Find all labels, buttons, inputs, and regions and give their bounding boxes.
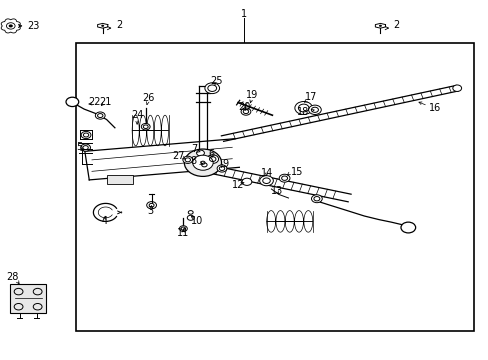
Text: 18: 18 [296, 107, 308, 117]
Circle shape [184, 149, 221, 176]
Circle shape [14, 303, 23, 310]
Text: 4: 4 [102, 216, 107, 226]
Circle shape [241, 108, 250, 115]
Circle shape [452, 85, 461, 91]
Circle shape [242, 178, 251, 185]
Circle shape [197, 159, 208, 167]
Circle shape [179, 226, 187, 231]
Circle shape [183, 156, 192, 163]
Bar [10, 284, 46, 313]
Circle shape [308, 105, 321, 114]
Text: 11: 11 [177, 228, 189, 238]
Circle shape [217, 165, 226, 172]
Bar [106, 175, 133, 184]
Text: 3: 3 [147, 206, 153, 216]
Text: 6: 6 [208, 149, 214, 159]
Circle shape [81, 144, 90, 151]
Circle shape [206, 155, 218, 163]
Text: 9: 9 [222, 159, 227, 169]
Circle shape [81, 131, 91, 139]
Circle shape [199, 161, 209, 168]
Circle shape [95, 112, 105, 119]
Text: 5: 5 [77, 142, 82, 152]
Circle shape [14, 288, 23, 295]
Circle shape [188, 211, 193, 214]
Circle shape [33, 303, 42, 310]
Text: 17: 17 [304, 92, 317, 102]
Text: 2: 2 [393, 20, 399, 30]
Circle shape [400, 222, 415, 233]
Circle shape [259, 176, 273, 186]
Circle shape [66, 97, 79, 107]
Circle shape [311, 195, 322, 203]
Circle shape [141, 123, 150, 130]
Circle shape [294, 102, 312, 114]
Text: 19: 19 [245, 90, 258, 100]
Text: 22: 22 [88, 96, 101, 107]
Bar [76, 43, 473, 331]
Text: 21: 21 [99, 96, 111, 107]
Text: 27: 27 [172, 150, 184, 161]
Circle shape [187, 215, 194, 220]
Text: 28: 28 [6, 272, 19, 282]
Text: 20: 20 [238, 102, 250, 112]
Text: 25: 25 [210, 76, 223, 86]
Circle shape [101, 25, 104, 27]
Circle shape [196, 150, 204, 156]
Text: 12: 12 [232, 180, 244, 190]
Text: 13: 13 [270, 186, 283, 196]
Text: 14: 14 [260, 168, 273, 178]
Text: 1: 1 [241, 9, 247, 19]
Circle shape [279, 174, 289, 182]
Circle shape [146, 202, 156, 209]
Circle shape [204, 83, 219, 94]
Text: 15: 15 [291, 167, 303, 177]
Circle shape [378, 25, 381, 27]
Circle shape [192, 155, 213, 170]
Text: 10: 10 [191, 216, 203, 226]
Circle shape [33, 288, 42, 295]
Text: 2: 2 [116, 20, 122, 30]
Circle shape [9, 24, 13, 27]
Text: 23: 23 [27, 21, 39, 31]
Text: 16: 16 [428, 103, 441, 113]
Text: 7: 7 [191, 144, 197, 154]
Text: 24: 24 [131, 110, 144, 120]
Text: 26: 26 [142, 93, 154, 103]
Text: 8: 8 [190, 156, 196, 166]
